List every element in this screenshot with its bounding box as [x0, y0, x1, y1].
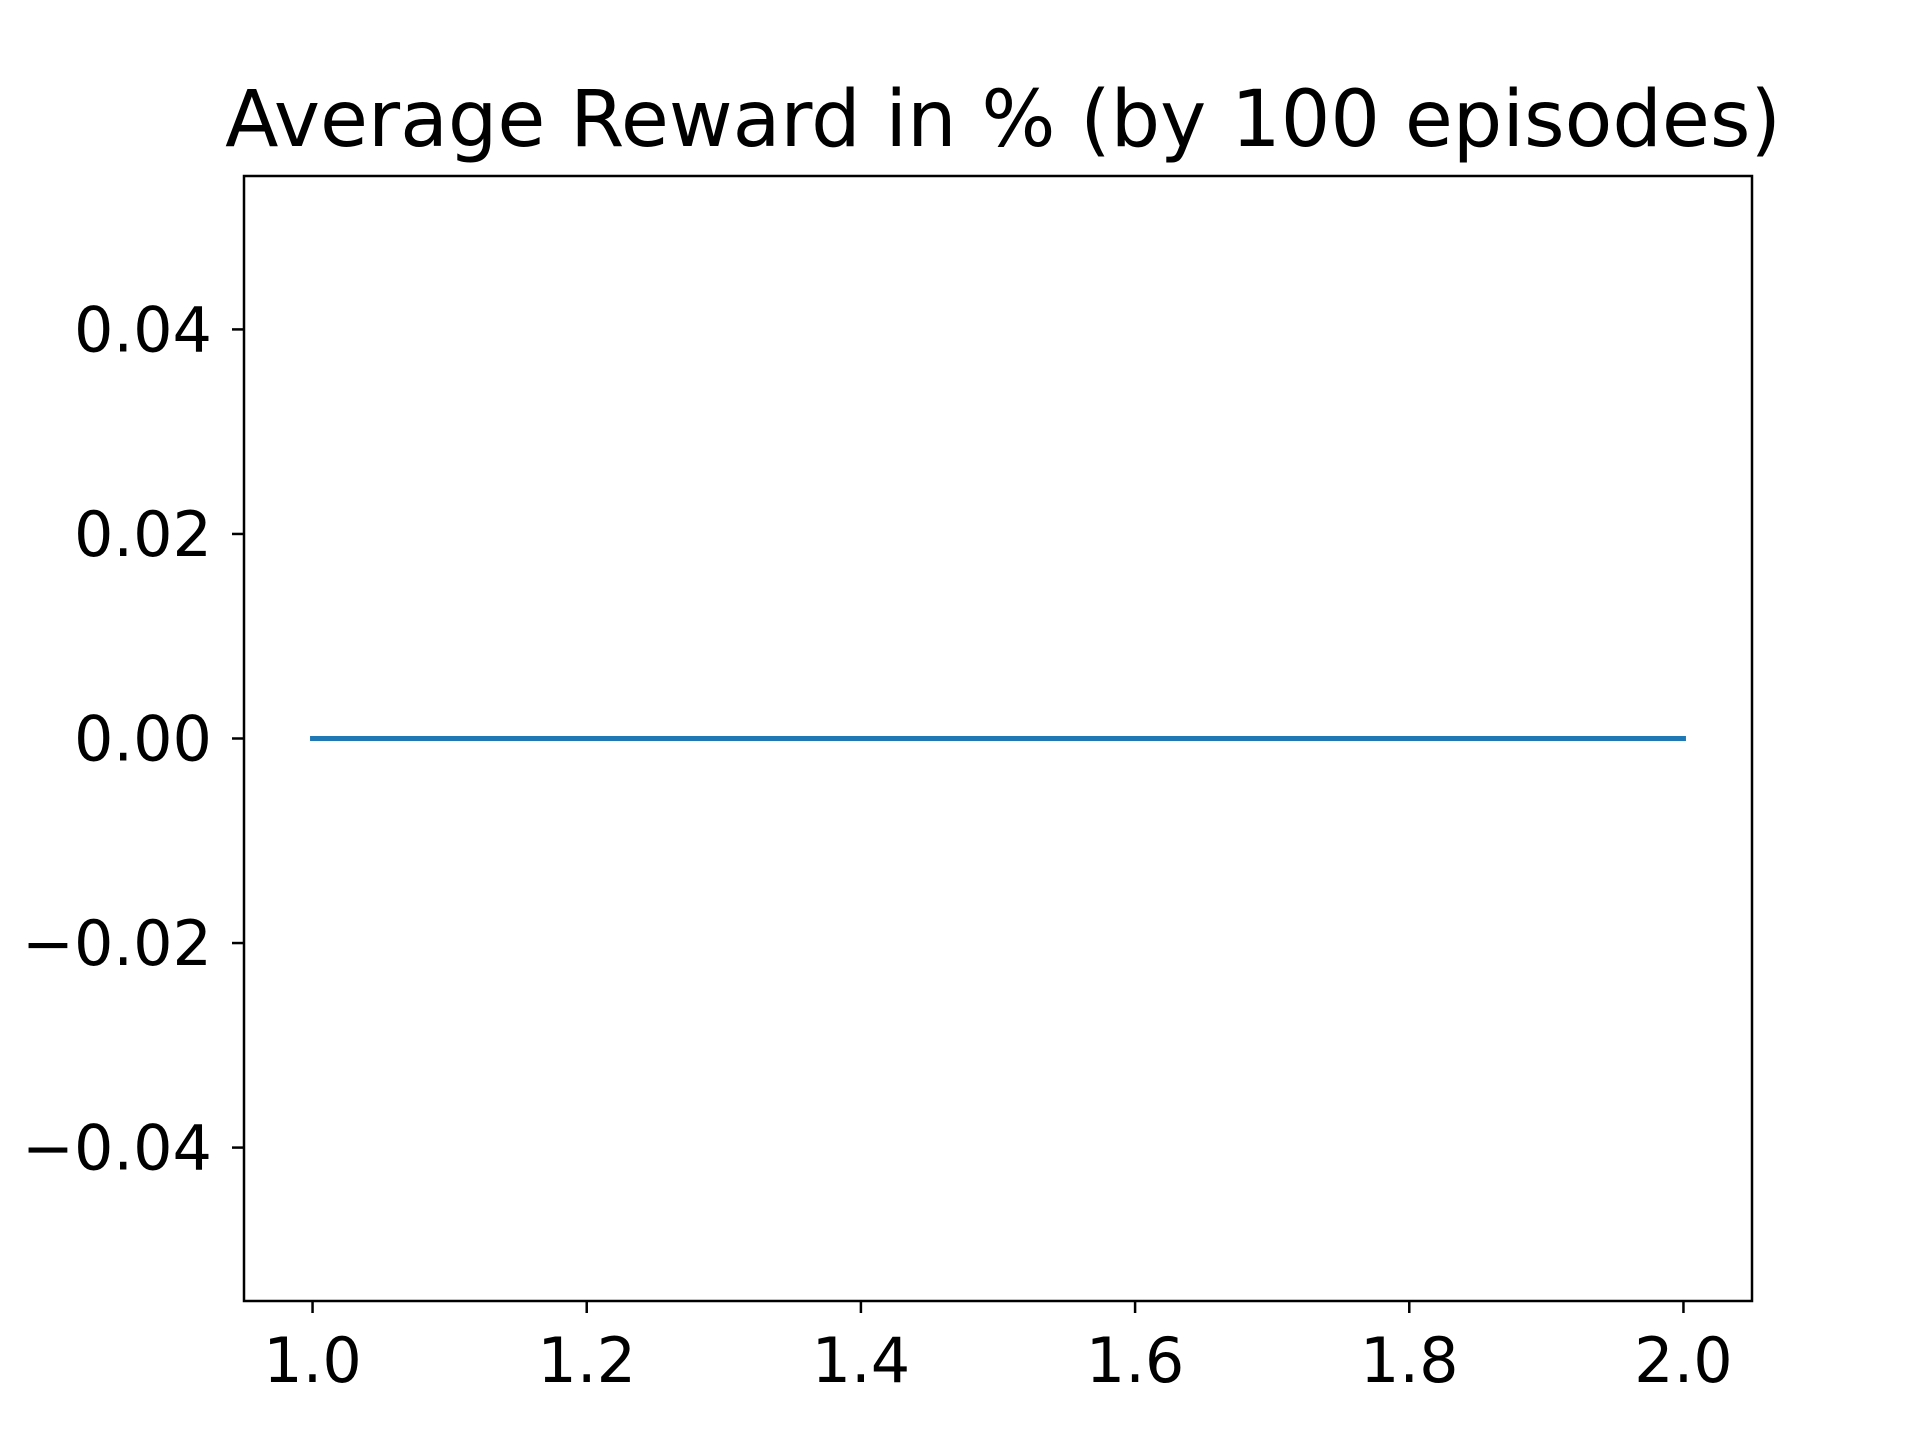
x-tick-label: 1.2	[537, 1324, 636, 1397]
plot-area: 1.0 1.2 1.4 1.6 1.8 2.0 −0.04 −0.02 0.00 0.02 0.04	[22, 293, 1733, 1397]
chart-title: Average Reward in % (by 100 episodes)	[225, 75, 1781, 165]
x-tick-label: 2.0	[1634, 1324, 1733, 1397]
y-tick-label: 0.00	[74, 703, 212, 776]
y-tick-label: 0.04	[74, 293, 212, 366]
y-tick-label: 0.02	[74, 498, 212, 571]
x-tick-label: 1.4	[812, 1324, 911, 1397]
y-tick-label: −0.02	[22, 907, 212, 980]
x-tick-label: 1.8	[1360, 1324, 1459, 1397]
axes-frame	[242, 174, 1754, 1303]
x-tick-label: 1.0	[263, 1324, 362, 1397]
y-tick-label: −0.04	[22, 1112, 212, 1185]
x-tick-label: 1.6	[1086, 1324, 1185, 1397]
